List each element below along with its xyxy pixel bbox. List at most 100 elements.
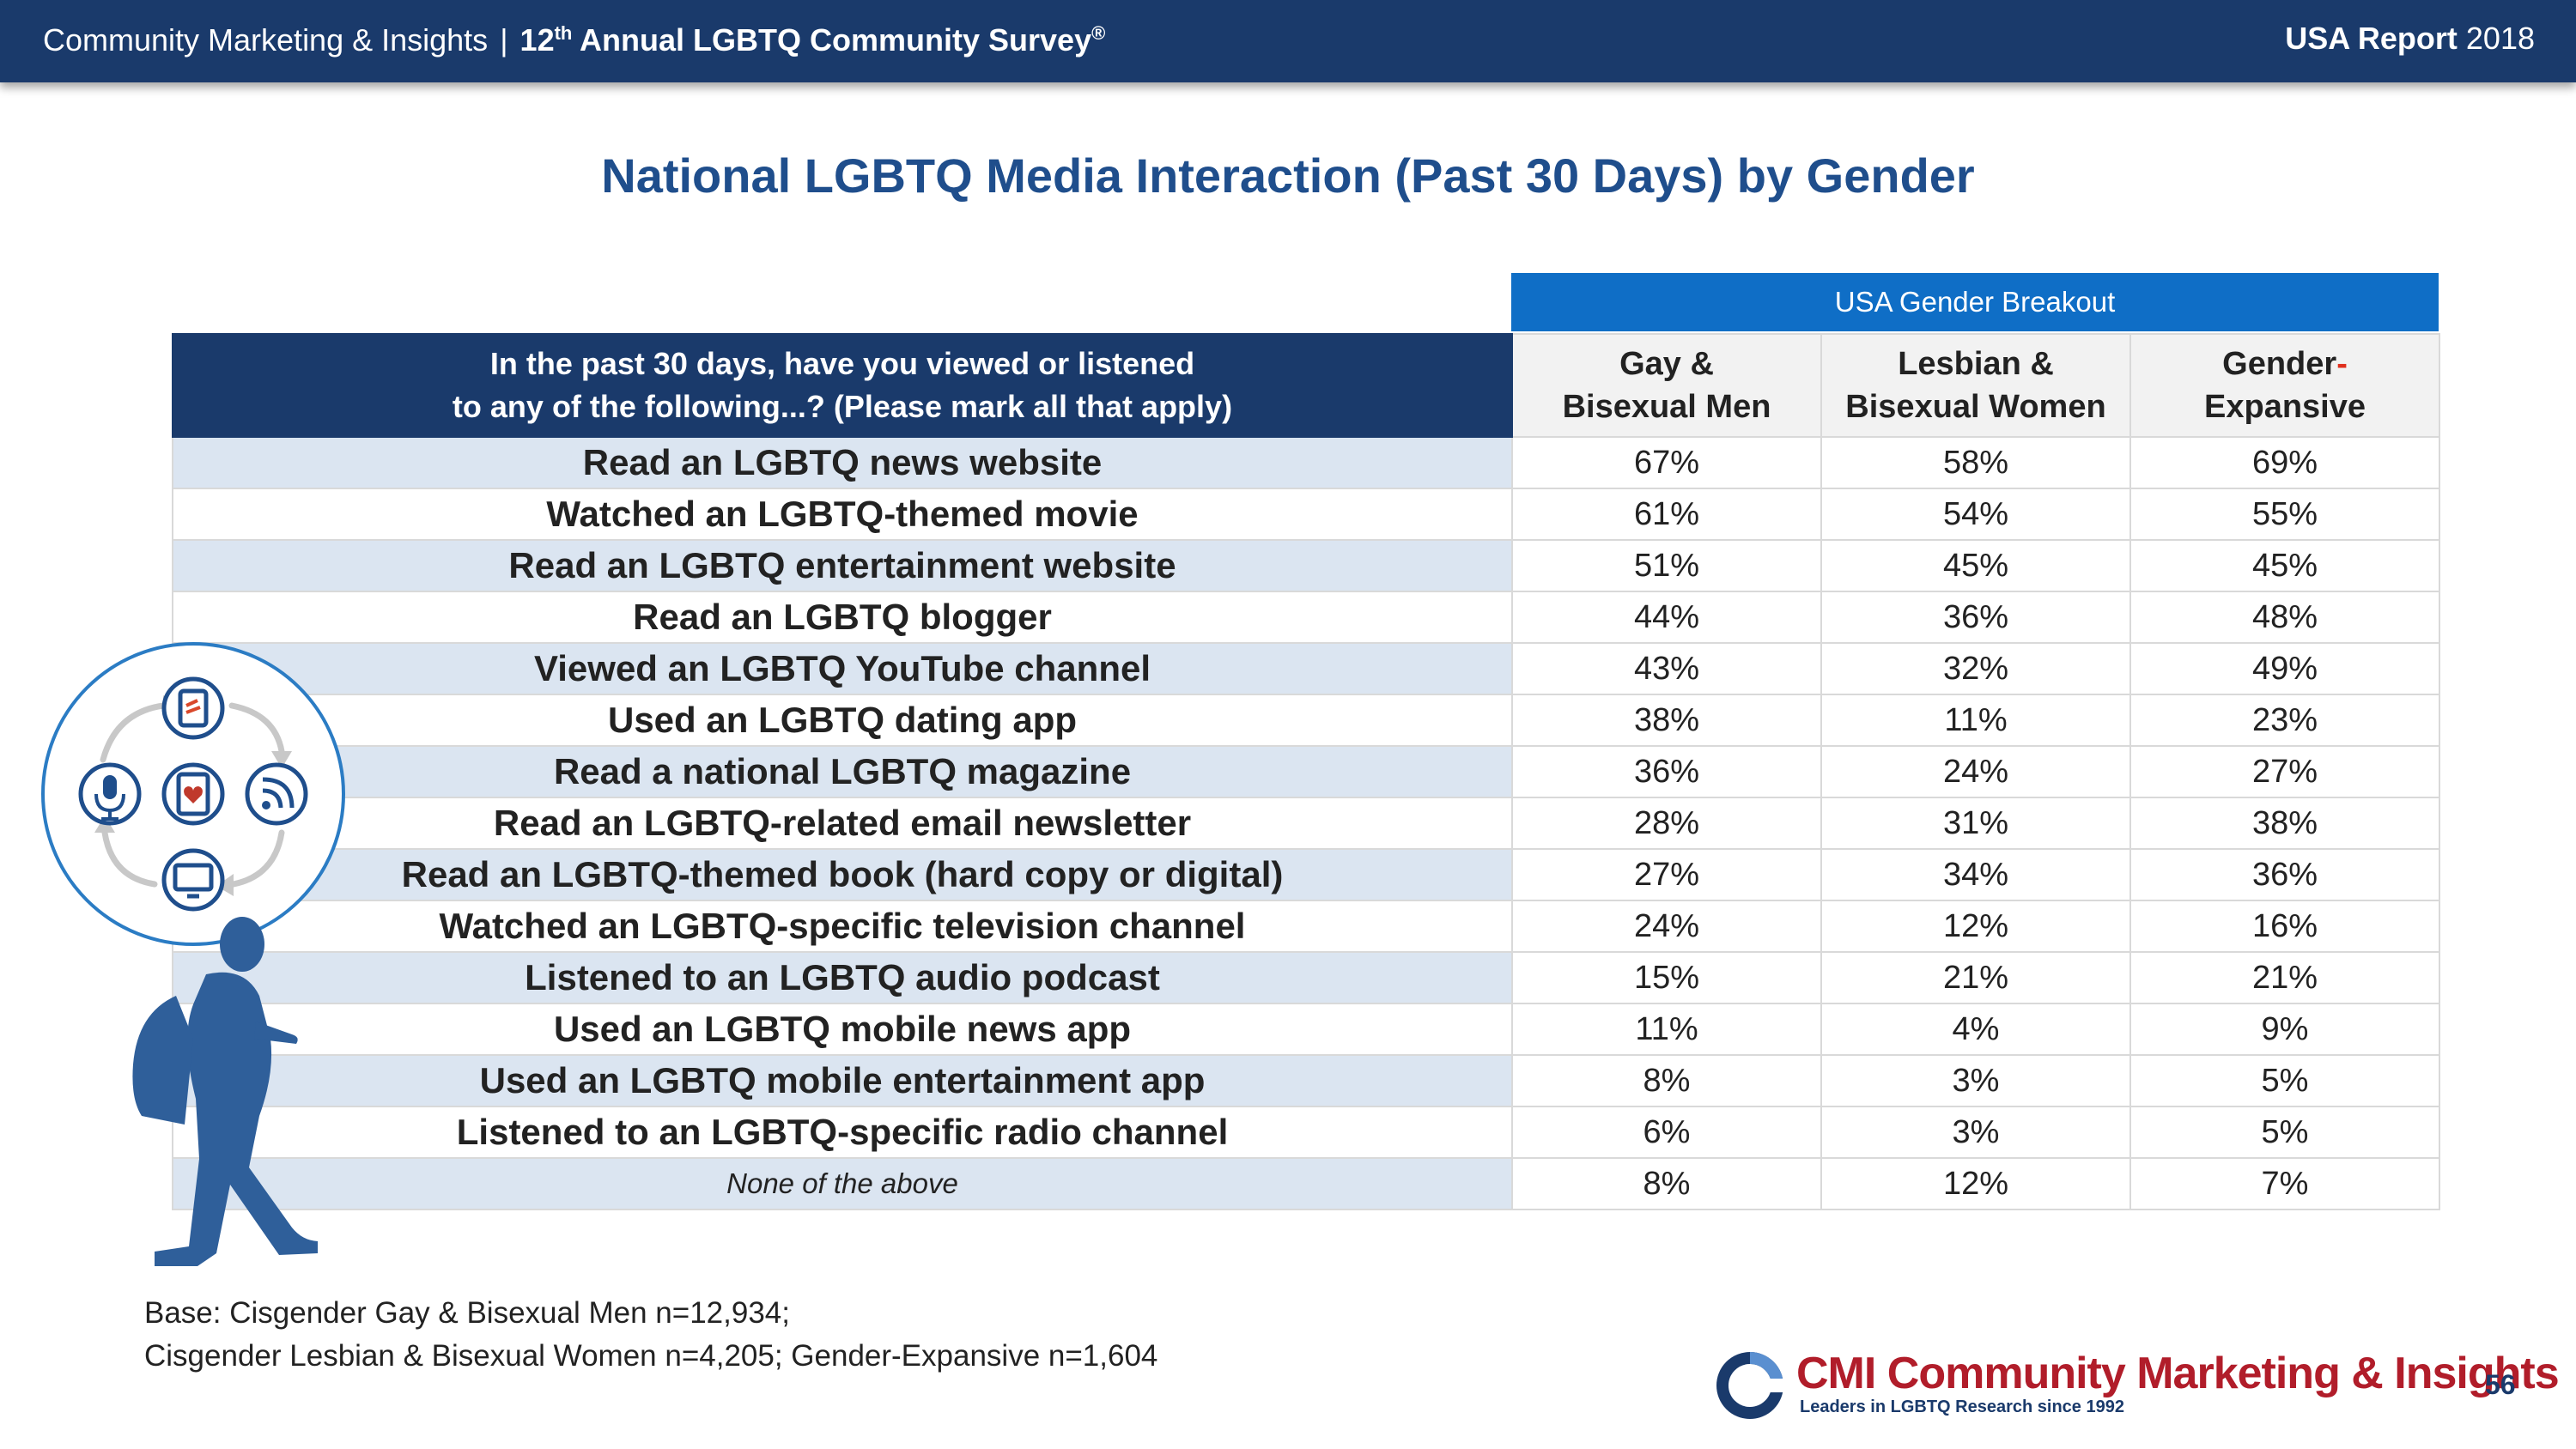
row-value: 12% [1820, 1157, 2131, 1210]
header-survey-title: 12th Annual LGBTQ Community Survey® [520, 22, 1106, 58]
question-header: In the past 30 days, have you viewed or … [172, 333, 1513, 438]
row-value: 21% [2129, 951, 2440, 1004]
row-value: 8% [1511, 1054, 1822, 1107]
row-value: 67% [1511, 436, 1822, 489]
row-value: 44% [1511, 591, 1822, 644]
row-value: 45% [1820, 539, 2131, 592]
row-value: 36% [2129, 848, 2440, 901]
survey-name: Annual LGBTQ Community Survey [580, 22, 1092, 58]
row-label: Viewed an LGBTQ YouTube channel [172, 642, 1513, 695]
column-header-lesbian-bi-women: Lesbian & Bisexual Women [1820, 333, 2131, 438]
table-row: Listened to an LGBTQ-specific radio chan… [172, 1106, 2440, 1159]
table-row: Used an LGBTQ dating app 38% 11% 23% [172, 694, 2440, 747]
row-value: 21% [1820, 951, 2131, 1004]
header-left: Community Marketing & Insights | 12th Annu… [43, 22, 1105, 58]
row-label: Used an LGBTQ dating app [172, 694, 1513, 747]
row-value: 28% [1511, 797, 1822, 850]
row-value: 27% [2129, 745, 2440, 798]
row-value: 38% [2129, 797, 2440, 850]
column-header-gay-bi-men: Gay & Bisexual Men [1511, 333, 1822, 438]
column-header-gender-expansive: Gender- Expansive [2129, 333, 2440, 438]
row-label: Watched an LGBTQ-themed movie [172, 488, 1513, 541]
table-row: Listened to an LGBTQ audio podcast 15% 21%… [172, 951, 2440, 1004]
row-label: Listened to an LGBTQ audio podcast [172, 951, 1513, 1004]
tablet-icon [161, 676, 225, 740]
survey-ordinal: 12 [519, 22, 555, 58]
header-report: USA Report 2018 [2285, 21, 2535, 57]
table-row: Viewed an LGBTQ YouTube channel 43% 32% 49% [172, 642, 2440, 695]
row-value: 48% [2129, 591, 2440, 644]
row-value: 16% [2129, 900, 2440, 953]
report-year: 2018 [2465, 21, 2535, 56]
walking-person-icon [132, 917, 318, 1266]
row-value: 6% [1511, 1106, 1822, 1159]
row-value: 4% [1820, 1003, 2131, 1056]
table-row: Read an LGBTQ news website 67% 58% 69% [172, 436, 2440, 489]
header-separator: | [500, 22, 508, 58]
table-row: Read an LGBTQ-related email newsletter 28… [172, 797, 2440, 850]
column-header-hyphen: - [2336, 346, 2348, 382]
row-label: Read an LGBTQ entertainment website [172, 539, 1513, 592]
row-value: 11% [1511, 1003, 1822, 1056]
media-interaction-table: In the past 30 days, have you viewed or … [172, 333, 2440, 1210]
row-value: 9% [2129, 1003, 2440, 1056]
row-value: 32% [1820, 642, 2131, 695]
row-value: 55% [2129, 488, 2440, 541]
row-value: 61% [1511, 488, 1822, 541]
row-label: None of the above [172, 1157, 1513, 1210]
cmi-abbr: CMI [1796, 1349, 1876, 1398]
row-value: 45% [2129, 539, 2440, 592]
column-header-line1: Lesbian & [1898, 346, 2054, 382]
row-value: 3% [1820, 1054, 2131, 1107]
row-value: 36% [1820, 591, 2131, 644]
row-value: 24% [1820, 745, 2131, 798]
microphone-icon [78, 762, 142, 826]
row-value: 49% [2129, 642, 2440, 695]
cycle-arrows-icon [100, 702, 285, 888]
row-value: 12% [1820, 900, 2131, 953]
table-row: Read an LGBTQ entertainment website 51% 45… [172, 539, 2440, 592]
row-label: Used an LGBTQ mobile news app [172, 1003, 1513, 1056]
column-header-line2: Bisexual Women [1845, 389, 2106, 425]
page-title: National LGBTQ Media Interaction (Past 3… [601, 149, 1975, 203]
row-label: Read an LGBTQ blogger [172, 591, 1513, 644]
question-line2: to any of the following...? (Please mark… [452, 389, 1233, 424]
column-header-line1: Gay & [1619, 346, 1714, 382]
row-value: 15% [1511, 951, 1822, 1004]
page-number: 56 [2485, 1369, 2516, 1400]
heart-phone-icon [161, 762, 225, 826]
header-bar: Community Marketing & Insights | 12th Annu… [0, 0, 2576, 82]
table-header-row: In the past 30 days, have you viewed or … [172, 333, 2440, 438]
row-value: 5% [2129, 1106, 2440, 1159]
base-note: Base: Cisgender Gay & Bisexual Men n=12,… [144, 1292, 1157, 1378]
column-header-line2: Expansive [2204, 389, 2366, 425]
column-header-line1: Gender [2222, 346, 2337, 382]
row-label: Read an LGBTQ-related email newsletter [172, 797, 1513, 850]
table-row: Watched an LGBTQ-specific television cha… [172, 900, 2440, 953]
row-label: Used an LGBTQ mobile entertainment app [172, 1054, 1513, 1107]
row-value: 7% [2129, 1157, 2440, 1210]
rss-icon [245, 762, 308, 826]
table-row: Read an LGBTQ blogger 44% 36% 48% [172, 591, 2440, 644]
row-value: 24% [1511, 900, 1822, 953]
table-row: Read a national LGBTQ magazine 36% 24% 27% [172, 745, 2440, 798]
cmi-tagline: Leaders in LGBTQ Research since 1992 [1800, 1397, 2124, 1416]
cmi-name: Community Marketing & Insights [1886, 1349, 2560, 1398]
base-note-line2: Cisgender Lesbian & Bisexual Women n=4,2… [144, 1339, 1158, 1373]
table-row: Read an LGBTQ-themed book (hard copy or … [172, 848, 2440, 901]
table-row: Used an LGBTQ mobile news app 11% 4% 9% [172, 1003, 2440, 1056]
monitor-icon [161, 848, 225, 912]
table-row: None of the above 8% 12% 7% [172, 1157, 2440, 1210]
cmi-logo-text: CMI Community Marketing & Insights [1796, 1348, 2560, 1399]
row-value: 38% [1511, 694, 1822, 747]
row-label: Read a national LGBTQ magazine [172, 745, 1513, 798]
cmi-logo-mark-icon [1716, 1352, 1786, 1419]
media-illustration [41, 642, 345, 1266]
row-value: 54% [1820, 488, 2131, 541]
row-value: 5% [2129, 1054, 2440, 1107]
row-label: Listened to an LGBTQ-specific radio chan… [172, 1106, 1513, 1159]
base-note-line1: Base: Cisgender Gay & Bisexual Men n=12,… [144, 1296, 790, 1330]
row-value: 3% [1820, 1106, 2131, 1159]
table-body: Read an LGBTQ news website 67% 58% 69% Watch… [172, 436, 2440, 1210]
row-value: 11% [1820, 694, 2131, 747]
